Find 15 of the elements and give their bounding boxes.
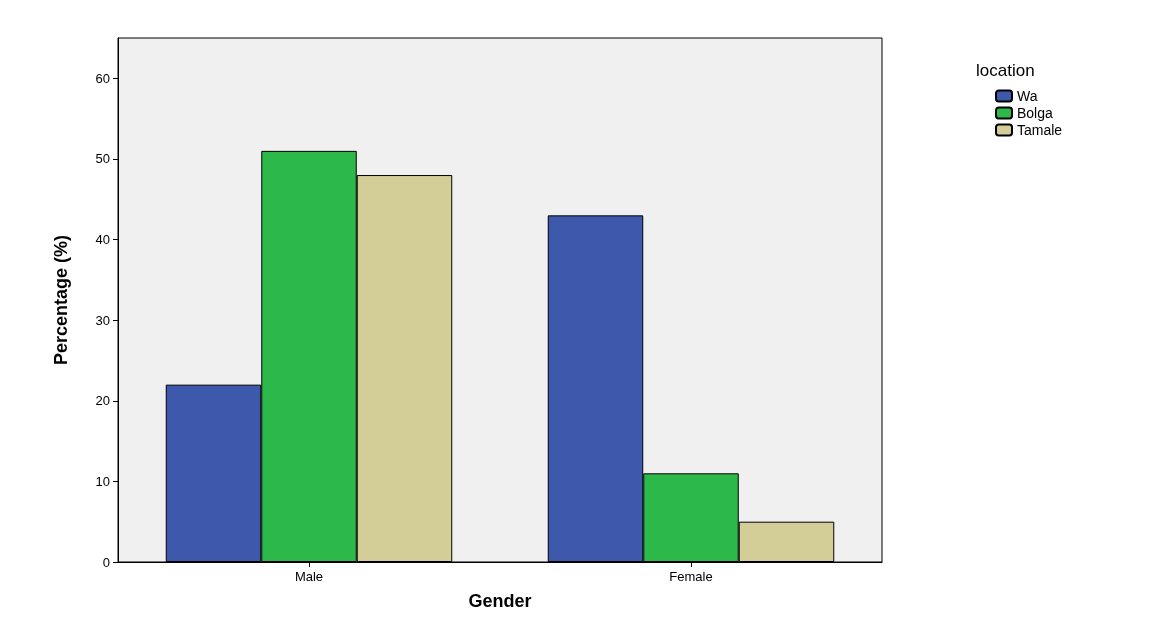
x-tick-label: Male [294,569,324,584]
legend-label: Wa [1017,88,1038,104]
y-tick-label: 60 [95,70,110,86]
y-tick-label: 0 [102,554,110,570]
y-tick-label: 10 [95,473,110,489]
y-tick-label: 50 [95,151,110,167]
y-tick-label: 20 [95,393,110,409]
legend-label: Tamale [1017,122,1063,138]
legend-title: location [976,61,1035,80]
y-axis-title: Percentage (%) [51,234,71,366]
x-axis-title: Gender [468,591,532,611]
x-tick-label: Female [669,569,713,584]
y-tick-label: 30 [95,312,110,328]
legend-label: Bolga [1017,105,1054,121]
y-tick-label: 40 [95,232,110,248]
